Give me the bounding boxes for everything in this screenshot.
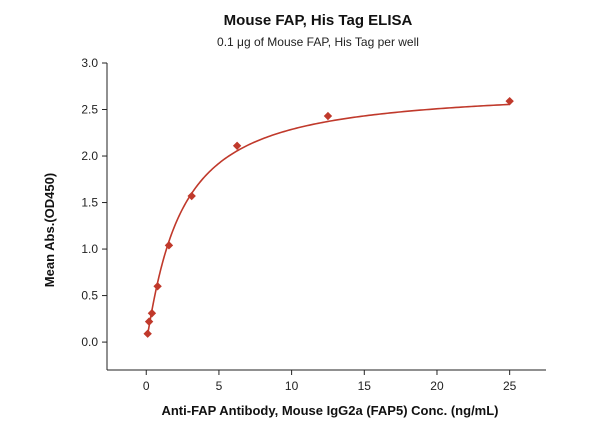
- fit-curve: [146, 103, 510, 335]
- fit-curve-group: [146, 103, 510, 335]
- x-tick-label: 15: [358, 379, 372, 393]
- data-point: [147, 309, 157, 318]
- y-tick-label: 0.0: [81, 335, 98, 349]
- y-axis: 0.0 0.5 1.0 1.5 2.0 2.5 3.0: [81, 56, 108, 370]
- y-tick-label: 1.5: [81, 196, 98, 210]
- data-point: [143, 329, 152, 338]
- data-point: [153, 282, 162, 291]
- data-point: [323, 111, 333, 121]
- x-tick-label: 10: [285, 379, 299, 393]
- x-axis: 0 5 10 15 20 25: [107, 369, 546, 393]
- chart-title: Mouse FAP, His Tag ELISA: [224, 12, 413, 29]
- data-point: [144, 317, 154, 326]
- x-tick-label: 0: [143, 379, 150, 393]
- data-points-group: [143, 96, 514, 338]
- x-tick-label: 5: [216, 379, 223, 393]
- y-axis-label: Mean Abs.(OD450): [42, 173, 57, 287]
- y-tick-label: 2.0: [81, 149, 98, 163]
- y-tick-label: 1.0: [81, 242, 98, 256]
- data-point: [505, 96, 514, 106]
- x-axis-label: Anti-FAP Antibody, Mouse IgG2a (FAP5) Co…: [161, 403, 498, 418]
- chart-subtitle: 0.1 μg of Mouse FAP, His Tag per well: [217, 35, 419, 49]
- y-tick-label: 3.0: [81, 56, 98, 70]
- x-tick-label: 25: [503, 379, 517, 393]
- y-tick-label: 2.5: [81, 103, 98, 117]
- data-point: [187, 191, 196, 201]
- x-tick-label: 20: [430, 379, 444, 393]
- y-tick-label: 0.5: [81, 289, 98, 303]
- data-point: [232, 141, 242, 150]
- data-point: [164, 241, 174, 250]
